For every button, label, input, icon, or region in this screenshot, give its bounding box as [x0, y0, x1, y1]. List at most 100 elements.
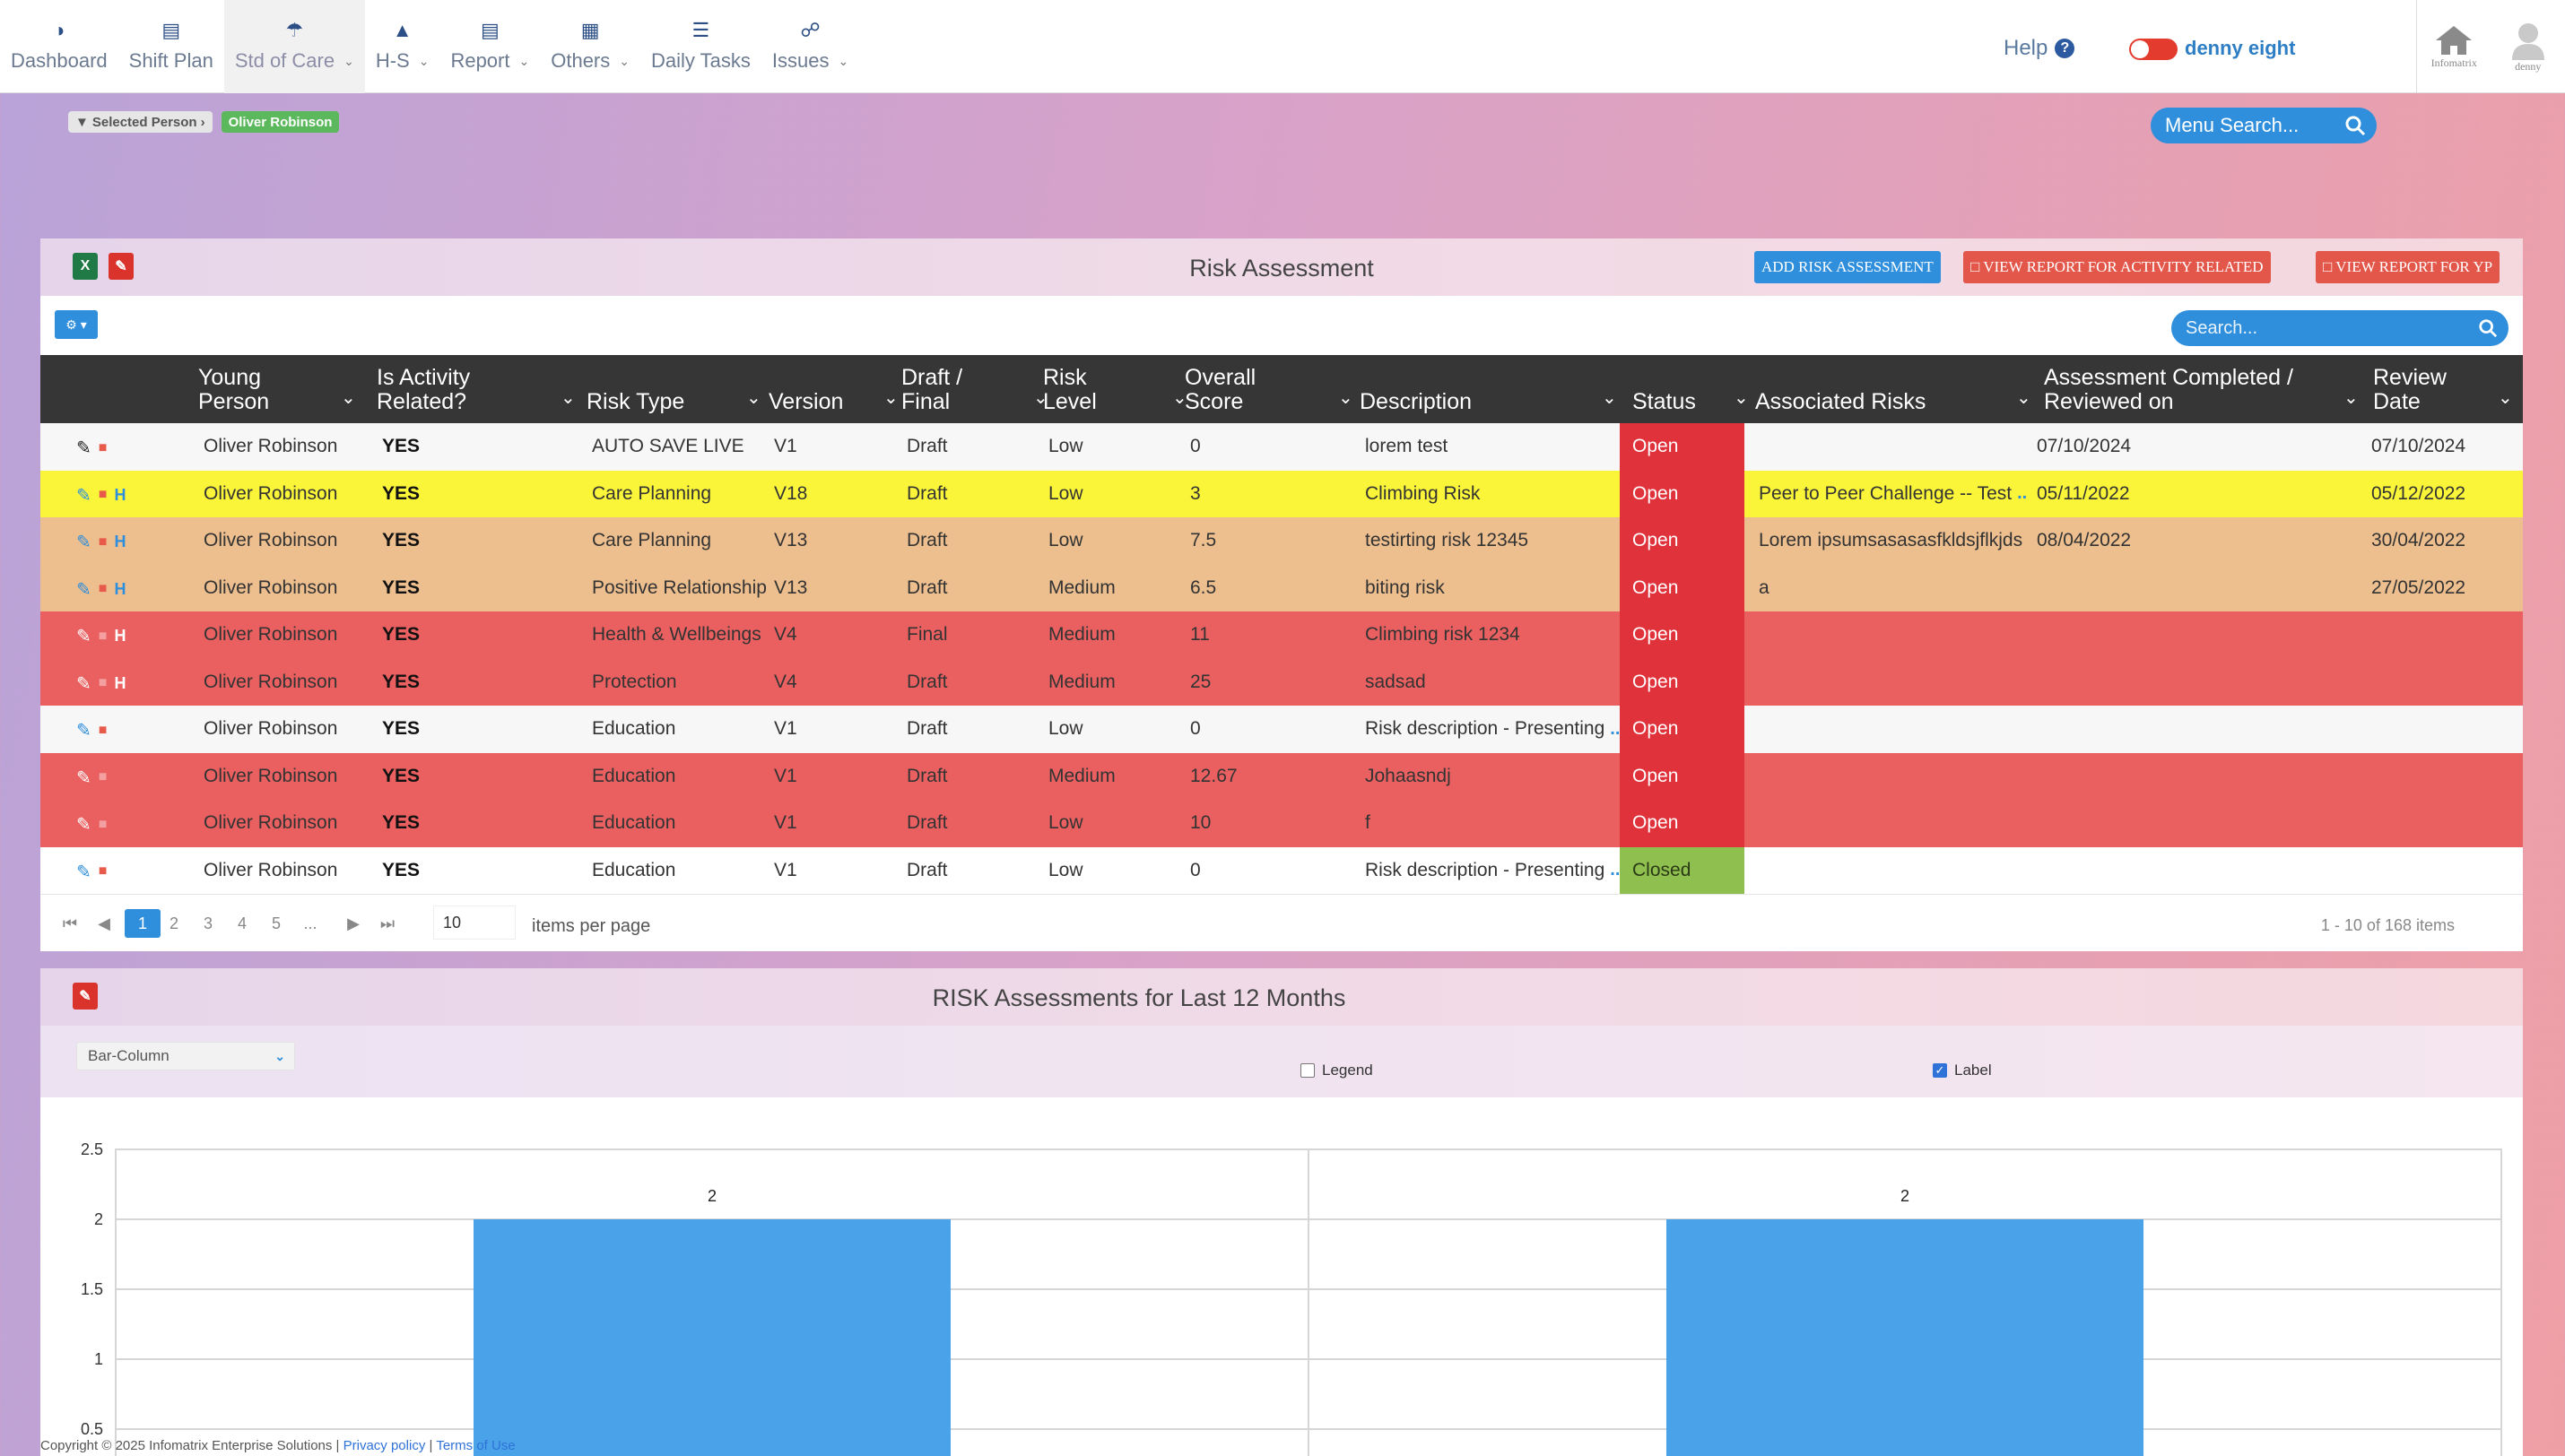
table-row[interactable]: ✎ ■ Oliver Robinson YES AUTO SAVE LIVE V1 Draf…	[40, 423, 2523, 471]
search-icon[interactable]	[2478, 318, 2498, 338]
table-row[interactable]: ✎ ■ Oliver Robinson YES Education V1 Draft Low 0…	[40, 846, 2523, 894]
folder-icon[interactable]: ■	[98, 722, 108, 738]
edit-icon[interactable]: ✎	[76, 673, 91, 694]
folder-icon[interactable]: ■	[98, 628, 108, 644]
legend-checkbox-box[interactable]	[1300, 1063, 1315, 1078]
bar[interactable]	[474, 1219, 951, 1456]
label-checkbox-box[interactable]: ✓	[1933, 1063, 1947, 1078]
column-header[interactable]: Draft / Final ⌄	[901, 355, 1060, 423]
view-report-yp-button[interactable]: □ VIEW REPORT FOR YP	[2316, 251, 2500, 283]
pdf-export-icon[interactable]: ✎	[73, 983, 98, 1010]
edit-icon[interactable]: ✎	[76, 815, 91, 835]
search-icon[interactable]	[2344, 115, 2366, 136]
edit-icon[interactable]: ✎	[76, 485, 91, 506]
page-number-button[interactable]: 2	[169, 914, 178, 932]
table-row[interactable]: ✎ ■ H Oliver Robinson YES Protection V4 Draft Me…	[40, 658, 2523, 706]
nav-item-std-of-care[interactable]: ☂ Std of Care ⌄	[223, 0, 365, 93]
person-badge[interactable]: Oliver Robinson	[221, 111, 340, 133]
edit-icon[interactable]: ✎	[76, 627, 91, 646]
status-toggle[interactable]	[2129, 39, 2178, 60]
chevron-down-icon[interactable]: ⌄	[883, 388, 899, 408]
column-header[interactable]: Is Activity Related? ⌄	[377, 355, 587, 423]
edit-icon[interactable]: ✎	[76, 579, 91, 600]
folder-icon[interactable]: ■	[98, 439, 108, 455]
first-page-button[interactable]: ⏮	[62, 914, 78, 932]
chevron-down-icon[interactable]: ⌄	[1338, 388, 1353, 408]
folder-icon[interactable]: ■	[98, 487, 108, 502]
history-icon[interactable]: H	[114, 627, 126, 645]
page-number-button[interactable]: 3	[203, 914, 213, 932]
table-row[interactable]: ✎ ■ H Oliver Robinson YES Positive Relationsh…	[40, 564, 2523, 611]
column-header[interactable]: Description ⌄	[1360, 355, 1629, 423]
menu-search-input[interactable]: Menu Search...	[2151, 108, 2377, 143]
grid-search-input[interactable]: Search...	[2171, 310, 2508, 346]
nav-item-others[interactable]: ▦ Others ⌄	[540, 0, 640, 93]
edit-icon[interactable]: ✎	[76, 438, 91, 458]
column-header[interactable]: Risk Type ⌄	[587, 355, 773, 423]
chevron-down-icon[interactable]: ⌄	[341, 388, 356, 408]
column-settings-button[interactable]: ⚙ ▾	[55, 310, 98, 339]
column-header[interactable]: Risk Level ⌄	[1043, 355, 1199, 423]
history-icon[interactable]: H	[114, 673, 126, 692]
folder-icon[interactable]: ■	[98, 863, 108, 879]
page-number-button[interactable]: 1	[125, 909, 161, 938]
user-name[interactable]: denny eight	[2185, 37, 2296, 59]
privacy-policy-link[interactable]: Privacy policy	[343, 1438, 426, 1453]
avatar[interactable]: denny	[2491, 0, 2565, 93]
chevron-down-icon[interactable]: ⌄	[1602, 388, 1617, 408]
column-header[interactable]: Status ⌄	[1632, 355, 1761, 423]
table-row[interactable]: ✎ ■ H Oliver Robinson YES Health & Wellbeings…	[40, 611, 2523, 659]
column-header[interactable]: Associated Risks ⌄	[1755, 355, 2043, 423]
column-header[interactable]: Overall Score ⌄	[1185, 355, 1365, 423]
nav-item-shift-plan[interactable]: ▤ Shift Plan	[118, 0, 224, 93]
per-page-input[interactable]: 10	[433, 906, 516, 940]
page-number-button[interactable]: 4	[237, 914, 247, 932]
chevron-down-icon[interactable]: ⌄	[2343, 388, 2359, 408]
history-icon[interactable]: H	[114, 579, 126, 598]
folder-icon[interactable]: ■	[98, 769, 108, 784]
nav-item-issues[interactable]: ☍ Issues ⌄	[761, 0, 859, 93]
history-icon[interactable]: H	[114, 533, 126, 550]
next-page-button[interactable]: ▶	[347, 914, 360, 932]
folder-icon[interactable]: ■	[98, 675, 108, 690]
chevron-down-icon[interactable]: ⌄	[2016, 388, 2031, 408]
table-row[interactable]: ✎ ■ Oliver Robinson YES Education V1 Draft Medi…	[40, 752, 2523, 800]
nav-item-daily-tasks[interactable]: ☰ Daily Tasks	[640, 0, 761, 93]
add-risk-assessment-button[interactable]: ADD RISK ASSESSMENT	[1754, 251, 1941, 283]
edit-icon[interactable]: ✎	[76, 533, 91, 552]
view-report-activity-button[interactable]: □ VIEW REPORT FOR ACTIVITY RELATED	[1963, 251, 2271, 283]
help-link[interactable]: Help ?	[2004, 36, 2075, 61]
edit-icon[interactable]: ✎	[76, 721, 91, 741]
column-header[interactable]: Assessment Completed / Reviewed on ⌄	[2044, 355, 2370, 423]
folder-icon[interactable]: ■	[98, 581, 108, 596]
selected-person-tag[interactable]: ▼ Selected Person ›	[68, 111, 213, 133]
chevron-down-icon[interactable]: ⌄	[2498, 388, 2513, 408]
bar[interactable]	[1666, 1219, 2143, 1456]
page-number-button[interactable]: 5	[271, 914, 281, 932]
table-row[interactable]: ✎ ■ Oliver Robinson YES Education V1 Draft Low 1…	[40, 800, 2523, 847]
chevron-down-icon[interactable]: ⌄	[1172, 388, 1187, 408]
nav-item-dashboard[interactable]: ◑ Dashboard	[0, 0, 118, 93]
nav-item-h-s[interactable]: ▲ H-S ⌄	[365, 0, 440, 93]
chevron-down-icon[interactable]: ⌄	[1033, 388, 1048, 408]
page-number-button[interactable]: ...	[303, 914, 317, 932]
folder-icon[interactable]: ■	[98, 816, 108, 832]
table-row[interactable]: ✎ ■ H Oliver Robinson YES Care Planning V13 Dra…	[40, 517, 2523, 565]
home-button[interactable]: Infomatrix	[2417, 0, 2491, 93]
table-row[interactable]: ✎ ■ Oliver Robinson YES Education V1 Draft Low 0…	[40, 706, 2523, 753]
legend-checkbox[interactable]: Legend	[1300, 1062, 1373, 1079]
column-header[interactable]: Version ⌄	[769, 355, 910, 423]
label-checkbox[interactable]: ✓ Label	[1933, 1062, 1992, 1079]
table-row[interactable]: ✎ ■ H Oliver Robinson YES Care Planning V18 Dra…	[40, 470, 2523, 517]
prev-page-button[interactable]: ◀	[98, 914, 110, 932]
edit-icon[interactable]: ✎	[76, 862, 91, 882]
nav-item-report[interactable]: ▤ Report ⌄	[439, 0, 540, 93]
pdf-export-icon[interactable]: ✎	[109, 253, 134, 280]
history-icon[interactable]: H	[114, 485, 126, 504]
column-header[interactable]: Review Date ⌄	[2373, 355, 2525, 423]
more-associated-button[interactable]: ...	[2017, 483, 2028, 504]
folder-icon[interactable]: ■	[98, 533, 108, 550]
chevron-down-icon[interactable]: ⌄	[561, 388, 576, 408]
excel-export-icon[interactable]: X	[73, 253, 98, 280]
column-header[interactable]: Young Person ⌄	[198, 355, 368, 423]
